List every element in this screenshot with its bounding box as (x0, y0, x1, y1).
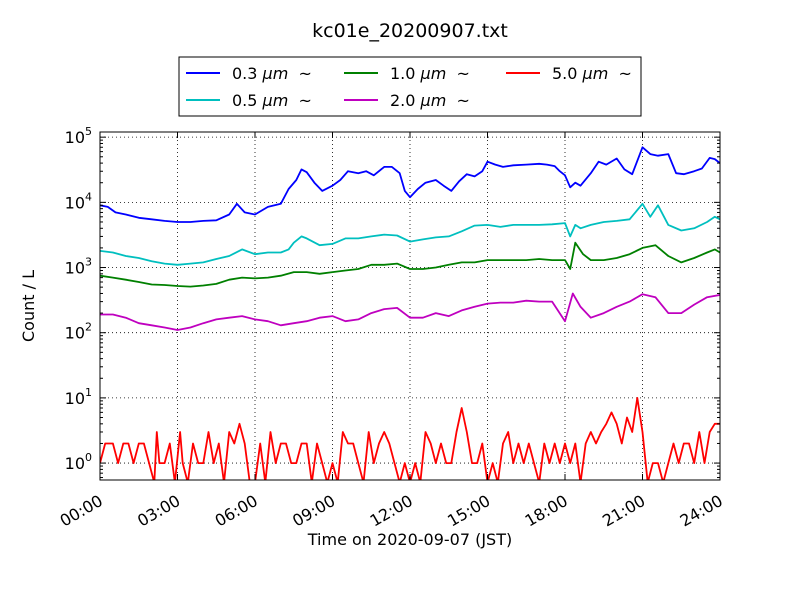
legend-label-2.0: 2.0 μm ~ (390, 91, 470, 110)
y-tick-label: 100 (65, 451, 92, 473)
series-line-2.0 (100, 292, 720, 331)
chart-title: kc01e_20200907.txt (312, 20, 508, 42)
series-line-0.5 (100, 202, 720, 266)
series-line-5.0 (100, 396, 720, 480)
x-axis-label: Time on 2020-09-07 (JST) (307, 530, 512, 549)
y-tick-label: 102 (65, 321, 92, 343)
y-tick-label: 101 (65, 386, 92, 408)
legend-label-0.5: 0.5 μm ~ (232, 91, 312, 110)
legend-label-5.0: 5.0 μm ~ (552, 64, 632, 83)
y-tick-label: 104 (65, 190, 92, 212)
y-axis-label: Count / L (19, 270, 38, 342)
legend: 0.3 μm ~ 0.5 μm ~ 1.0 μm ~ 2.0 μm ~ 5.0 μm ~ (178, 56, 642, 117)
series-line-0.3 (100, 146, 720, 223)
series-lines (100, 146, 720, 480)
y-tick-label: 103 (65, 256, 92, 278)
y-tick-label: 105 (65, 125, 92, 147)
legend-box (178, 56, 642, 117)
series-line-1.0 (100, 241, 720, 288)
grid-lines (100, 132, 720, 480)
legend-label-0.3: 0.3 μm ~ (232, 64, 312, 83)
legend-label-1.0: 1.0 μm ~ (390, 64, 470, 83)
